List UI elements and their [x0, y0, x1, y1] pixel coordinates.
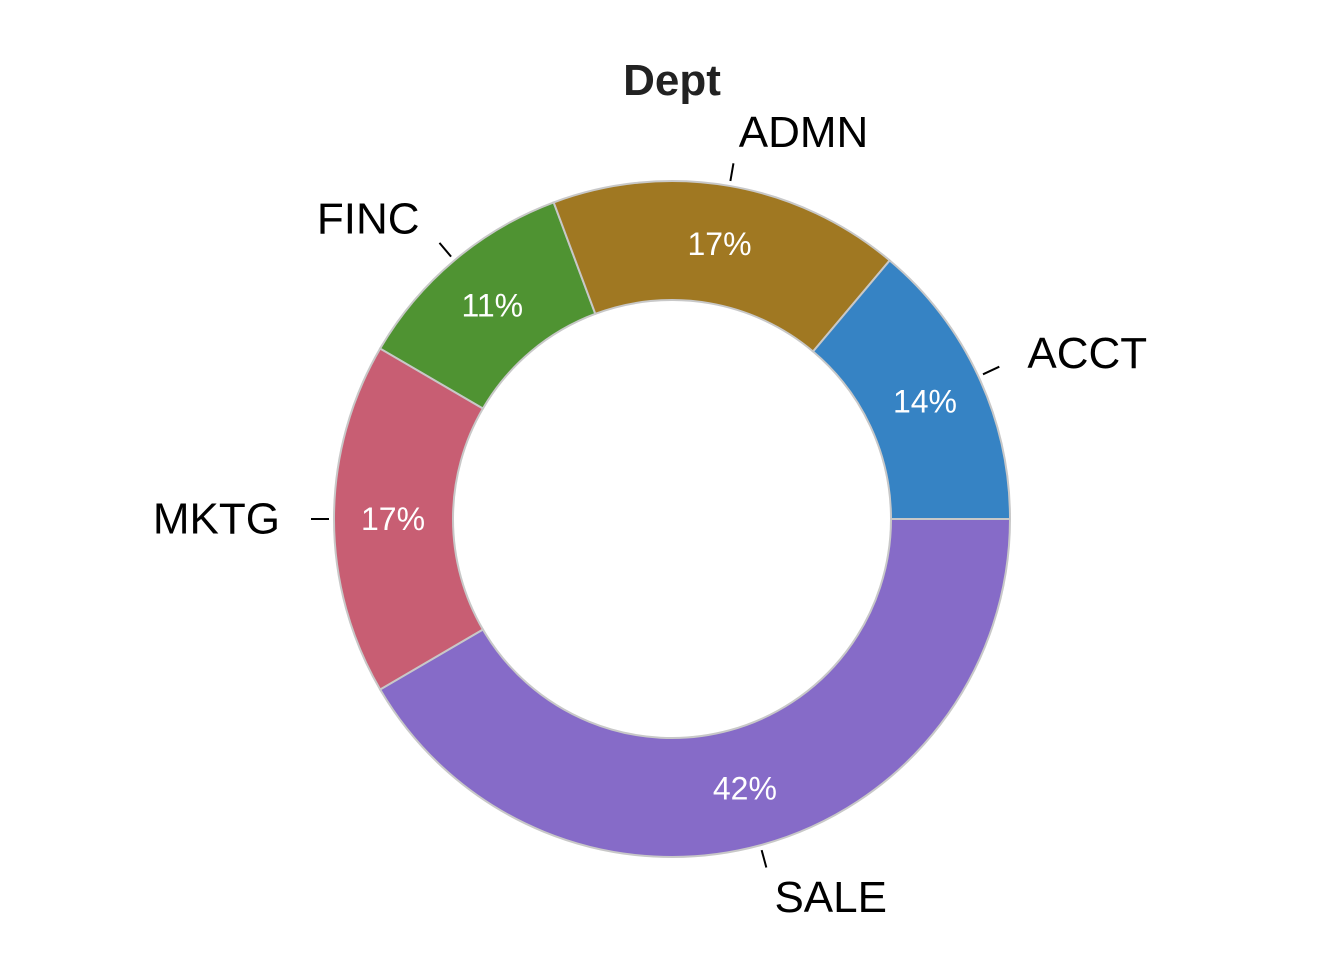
category-label-mktg: MKTG [153, 495, 280, 544]
category-label-sale: SALE [774, 873, 887, 922]
slice-acct [811, 259, 1012, 520]
leader-line-acct [982, 365, 1000, 376]
slice-mktg [332, 347, 485, 691]
category-label-acct: ACCT [1027, 329, 1147, 378]
leader-line-admn [729, 163, 735, 182]
pct-label-acct: 14% [893, 383, 957, 419]
leader-line-sale [760, 849, 768, 868]
category-label-finc: FINC [317, 195, 420, 244]
pct-label-admn: 17% [687, 226, 751, 262]
pct-label-mktg: 17% [361, 501, 425, 537]
leader-line-finc [438, 242, 452, 258]
chart-title: Dept [623, 56, 721, 105]
pct-label-sale: 42% [713, 770, 777, 806]
slice-sale [378, 518, 1012, 858]
slice-admn [552, 180, 892, 353]
pct-label-finc: 11% [461, 288, 523, 324]
category-label-admn: ADMN [739, 108, 869, 157]
slices-group [332, 180, 1012, 858]
labels-group: 42% SALE 17% MKTG 11% FINC 17% ADMN 14% ACCT [153, 108, 1147, 922]
